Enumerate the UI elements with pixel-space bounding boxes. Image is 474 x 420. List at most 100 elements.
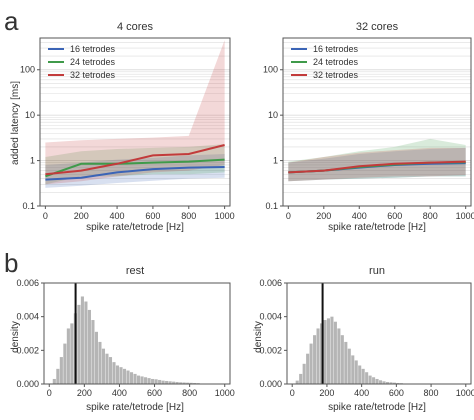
histogram-bar: [94, 331, 98, 384]
chart-rest: rest density spike rate/tetrode [Hz] 0 20…: [10, 265, 235, 413]
histogram-bar: [368, 375, 372, 384]
y-tick-label: 0.000: [259, 379, 282, 389]
histogram-bar: [105, 353, 109, 384]
y-tick-label: 0.002: [16, 345, 39, 355]
x-tick-label: 600: [387, 211, 402, 221]
histogram-bar: [133, 373, 137, 384]
histogram-bar: [330, 316, 334, 384]
histogram-bar: [115, 365, 120, 384]
y-tick-label: 0.004: [259, 312, 282, 322]
histogram-bar: [91, 320, 95, 384]
histogram-bar: [154, 379, 158, 384]
plot-frame: [43, 282, 231, 385]
histogram-bar: [326, 318, 330, 384]
x-tick-label: 400: [354, 388, 369, 398]
y-tick-label: 0.004: [16, 312, 39, 322]
y-axis-label: density: [253, 321, 264, 353]
histogram-bar: [323, 320, 327, 384]
panel-label-b: b: [4, 248, 18, 278]
histogram-bar: [179, 382, 183, 384]
histogram-bar: [316, 328, 320, 384]
x-axis-label: spike rate/tetrode [Hz]: [328, 222, 426, 233]
x-tick-label: 200: [319, 388, 334, 398]
histogram-bar: [344, 341, 348, 384]
histogram-bar: [52, 378, 56, 384]
histogram-bar: [375, 378, 379, 384]
x-tick-label: 600: [147, 388, 162, 398]
x-axis-label: spike rate/tetrode [Hz]: [86, 222, 184, 233]
histogram-bar: [392, 382, 396, 384]
histogram-bar: [306, 353, 310, 384]
histogram-bar: [172, 381, 176, 384]
y-tick-label: 10: [25, 110, 35, 120]
x-tick-label: 200: [77, 388, 92, 398]
x-tick-label: 0: [47, 388, 52, 398]
histogram-bar: [358, 365, 362, 384]
y-tick-label: 0.002: [259, 345, 282, 355]
x-tick-label: 800: [182, 388, 197, 398]
histogram-bar: [309, 343, 313, 384]
histogram-bar: [122, 368, 127, 384]
histogram-bar: [337, 328, 341, 384]
histogram-bar: [193, 382, 197, 384]
histogram-bar: [189, 382, 193, 384]
y-tick-label: 0.1: [22, 201, 35, 211]
histogram-bar: [379, 380, 383, 384]
x-tick-label: 0: [286, 211, 291, 221]
histogram-bar: [385, 381, 390, 384]
histogram-bar: [168, 381, 172, 384]
histogram-bar: [365, 372, 369, 384]
x-axis-label: spike rate/tetrode [Hz]: [328, 402, 426, 413]
y-tick-label: 10: [268, 110, 278, 120]
legend-label: 16 tetrodes: [313, 44, 359, 54]
histogram-bar: [151, 378, 155, 384]
y-tick-label: 0.006: [16, 278, 39, 288]
panel-label-a: a: [4, 6, 19, 36]
chart-title: rest: [126, 265, 144, 277]
histogram-bar: [137, 375, 141, 384]
histogram-bar: [302, 363, 306, 384]
chart-title: run: [369, 265, 385, 277]
histogram-bar: [98, 341, 102, 384]
histogram-bar: [80, 296, 84, 384]
histogram-bar: [59, 357, 63, 384]
y-axis-label: density: [10, 321, 21, 353]
legend-label: 32 tetrodes: [70, 70, 116, 80]
histogram-bar: [186, 382, 190, 384]
plot-frame: [39, 37, 231, 207]
histogram-bar: [351, 355, 355, 384]
histogram-bar: [77, 304, 81, 384]
histogram-bar: [396, 382, 400, 384]
histogram-bar: [372, 377, 376, 384]
histogram-bar: [63, 343, 67, 384]
histogram-bar: [361, 368, 365, 384]
histogram-bar: [119, 367, 123, 384]
histogram-bar: [70, 323, 74, 384]
plot-frame: [282, 37, 472, 207]
legend-label: 24 tetrodes: [70, 57, 116, 67]
series-line: [45, 144, 225, 176]
legend-label: 32 tetrodes: [313, 70, 359, 80]
histogram-bar: [126, 370, 130, 384]
histogram-bar: [389, 382, 393, 384]
x-tick-label: 400: [112, 388, 127, 398]
histogram-bar: [354, 360, 358, 384]
histogram-bar: [140, 376, 144, 384]
histogram-bar: [161, 380, 165, 384]
y-tick-label: 0.1: [265, 201, 278, 211]
x-tick-label: 400: [110, 211, 125, 221]
histogram-bar: [129, 372, 134, 384]
histogram-bar: [66, 328, 70, 384]
legend-label: 16 tetrodes: [70, 44, 116, 54]
series-line: [45, 158, 225, 178]
histogram-bar: [158, 379, 162, 384]
legend-label: 24 tetrodes: [313, 57, 359, 67]
histogram-bar: [84, 301, 88, 384]
y-tick-label: 0.000: [16, 379, 39, 389]
series-line: [288, 160, 466, 174]
x-tick-label: 1000: [456, 388, 474, 398]
series-line: [45, 166, 225, 181]
x-tick-label: 1000: [215, 388, 235, 398]
x-tick-label: 200: [316, 211, 331, 221]
chart-4-cores: 4 cores added latency [ms] spike rate/te…: [10, 21, 235, 233]
